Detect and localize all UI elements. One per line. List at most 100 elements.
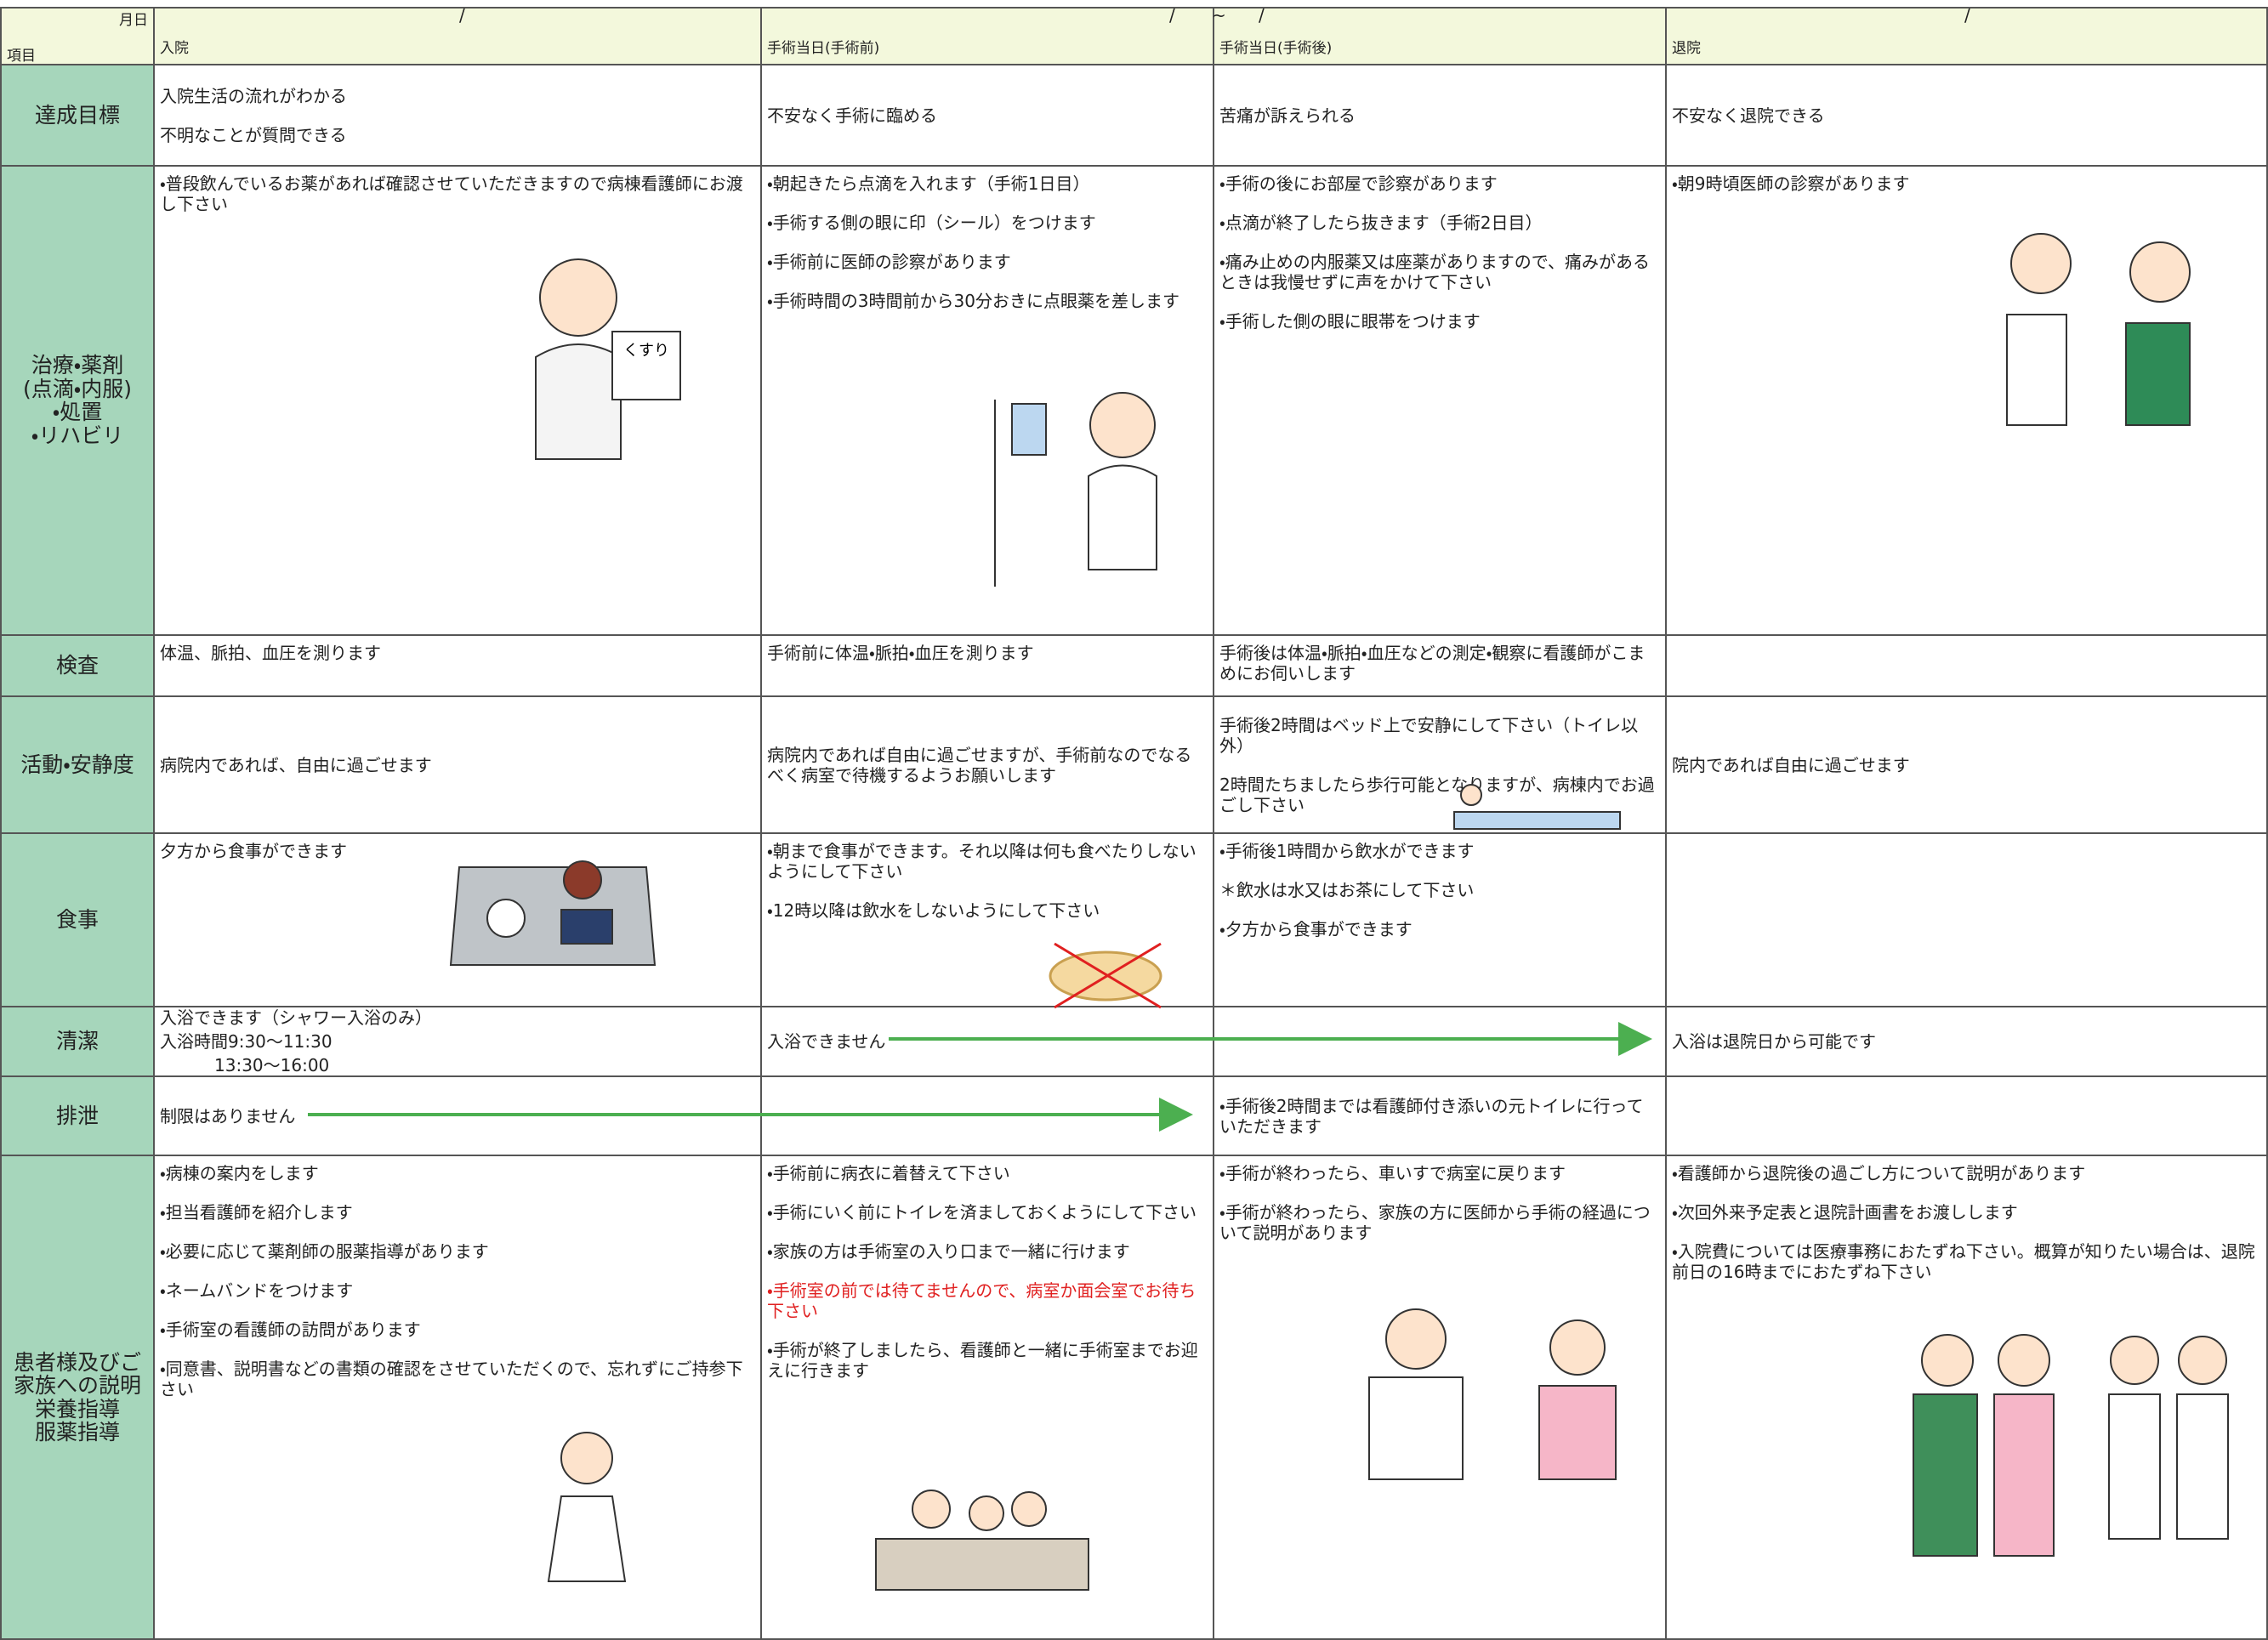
cell-text: 院内であれば自由に過ごせます [1672, 754, 1910, 775]
cell: 夕方から食事ができます [155, 834, 762, 1007]
row-label: 活動・安静度 [0, 697, 155, 834]
cell [762, 1077, 1214, 1156]
cell [1667, 636, 2268, 697]
cell-text: ・手術後1時間から飲水ができます [1219, 841, 1475, 861]
cell-text: 入院生活の流れがわかる [160, 85, 347, 106]
cell: ・手術後1時間から飲水ができます ＊飲水は水又はお茶にして下さい ・夕方から食事がで… [1214, 834, 1667, 1007]
cell-text: ・手術が終了しましたら、看護師と一緒に手術室までお迎えに行きます [767, 1340, 1198, 1381]
cell-text: ・手術室の看護師の訪問があります [160, 1319, 421, 1340]
cell-text: ・手術室の前では待てませんので、病室か面会室でお待ち下さい [767, 1280, 1197, 1321]
cell [1667, 834, 2268, 1007]
cell-text: 手術後は体温・脈拍・血圧などの測定・観察に看護師がこまめにお伺いします [1219, 643, 1646, 684]
column-header: 手術当日(手術前) [762, 7, 1214, 65]
row-label-line: 達成目標 [34, 102, 120, 128]
row-label: 清潔 [0, 1007, 155, 1077]
cell-text: ・必要に応じて薬剤師の服薬指導があります [160, 1241, 489, 1262]
cell: 入浴できません [762, 1007, 1214, 1077]
row-label-line: 服薬指導 [34, 1420, 120, 1444]
cell-text: 苦痛が訴えられる [1219, 105, 1356, 126]
cell-text: 2時間たちましたら歩行可能となりますが、病棟内でお過ごし下さい [1219, 774, 1655, 815]
cell: 制限はありません [155, 1077, 762, 1156]
cell-text: 体温、脈拍、血圧を測ります [160, 643, 381, 663]
cell-text: ・担当看護師を紹介します [160, 1202, 353, 1223]
cell-text: 手術後2時間はベッド上で安静にして下さい（トイレ以外） [1219, 714, 1639, 756]
cell-text: ・朝起きたら点滴を入れます（手術1日目） [767, 173, 1090, 194]
cell-text: ・入院費については医療事務におたずね下さい。概算が知りたい場合は、退院前日の16… [1672, 1241, 2255, 1282]
row-label: 検査 [0, 636, 155, 697]
cell: 入浴は退院日から可能です [1667, 1007, 2268, 1077]
cell-text: ・朝まで食事ができます。それ以降は何も食べたりしないようにして下さい [767, 841, 1197, 882]
cell-text: ・手術時間の3時間前から30分おきに点眼薬を差します [767, 291, 1179, 311]
cell-text: ＊飲水は水又はお茶にして下さい [1219, 880, 1475, 900]
cell: 院内であれば自由に過ごせます [1667, 697, 2268, 834]
row-label-line: 治療・薬剤 [31, 353, 124, 377]
cell-text: ・手術が終わったら、車いすで病室に戻ります [1219, 1163, 1566, 1183]
cell: ・普段飲んでいるお薬があれば確認させていただきますので病棟看護師にお渡し下さい [155, 167, 762, 636]
column-header: 手術当日(手術後) [1214, 7, 1667, 65]
column-header: 退院 [1667, 7, 2268, 65]
cell: 不安なく退院できる [1667, 65, 2268, 167]
cell: 手術後2時間はベッド上で安静にして下さい（トイレ以外） 2時間たちましたら歩行可能… [1214, 697, 1667, 834]
date-mark: / [1259, 5, 1265, 26]
cell-text: 手術前に体温・脈拍・血圧を測ります [767, 643, 1034, 663]
cell-text: 夕方から食事ができます [160, 841, 347, 861]
cell-text: ・ネームバンドをつけます [160, 1280, 354, 1301]
cell: 入浴できます（シャワー入浴のみ） 入浴時間9:30～11:30 13:30～16:0… [155, 1007, 762, 1077]
cell-text: 病院内であれば自由に過ごせますが、手術前なのでなるべく病室で待機するようお願いし… [767, 744, 1192, 786]
row-label-line: 家族への説明 [13, 1373, 141, 1398]
column-title: 手術当日(手術前) [767, 39, 880, 57]
cell: ・手術が終わったら、車いすで病室に戻ります・手術が終わったら、家族の方に医師から… [1214, 1156, 1667, 1640]
row-label: 排泄 [0, 1077, 155, 1156]
cell-text: 入浴できます（シャワー入浴のみ） [160, 1007, 432, 1028]
cell-text: ・朝9時頃医師の診察があります [1672, 173, 1910, 194]
cell-text: ・看護師から退院後の過ごし方について説明があります [1672, 1163, 2086, 1183]
row-label-line: (点滴・内服) [22, 376, 132, 401]
row-label-line: 活動・安静度 [20, 752, 134, 777]
cell-text: ・普段飲んでいるお薬があれば確認させていただきますので病棟看護師にお渡し下さい [160, 173, 743, 214]
date-mark: ~ [1212, 5, 1226, 26]
row-label: 達成目標 [0, 65, 155, 167]
column-title: 入院 [160, 39, 189, 57]
cell: ・朝起きたら点滴を入れます（手術1日目） ・手術する側の眼に印（シール）をつけます… [762, 167, 1214, 636]
cell-text: 不安なく退院できる [1672, 105, 1825, 126]
cell-text: ・夕方から食事ができます [1219, 919, 1413, 939]
cell-text: 入浴は退院日から可能です [1672, 1031, 1876, 1052]
cell-text: ・手術が終わったら、家族の方に医師から手術の経過について説明があります [1219, 1202, 1651, 1243]
row-label-line: 検査 [55, 653, 99, 678]
date-mark: / [1964, 5, 1970, 26]
cell: ・朝9時頃医師の診察があります [1667, 167, 2268, 636]
row-label-line: 栄養指導 [34, 1396, 120, 1422]
cell-text: ・手術前に医師の診察があります [767, 252, 1011, 272]
cell: 病院内であれば自由に過ごせますが、手術前なのでなるべく病室で待機するようお願いし… [762, 697, 1214, 834]
cell-text: 入浴時間9:30～11:30 [160, 1031, 333, 1052]
cell [1667, 1077, 2268, 1156]
header-corner: 月日 項目 [0, 7, 155, 65]
cell-text: 制限はありません [160, 1105, 296, 1126]
cell: ・手術の後にお部屋で診察があります ・点滴が終了したら抜きます（手術2日目） ・痛み… [1214, 167, 1667, 636]
cell-text: ・痛み止めの内服薬又は座薬がありますので、痛みがあるときは我慢せずに声をかけて下… [1219, 252, 1650, 292]
cell: ・手術後2時間までは看護師付き添いの元トイレに行っていただきます [1214, 1077, 1667, 1156]
cell-text: 13:30～16:00 [214, 1055, 330, 1075]
cell-text: ・家族の方は手術室の入り口まで一緒に行けます [767, 1241, 1130, 1262]
cell: 病院内であれば、自由に過ごせます [155, 697, 762, 834]
row-label-line: 患者様及びご [13, 1349, 141, 1375]
column-title: 退院 [1672, 39, 1701, 57]
item-label: 項目 [7, 48, 36, 65]
row-label-line: 食事 [55, 907, 99, 933]
row-label: 患者様及びご 家族への説明 栄養指導 服薬指導 [0, 1156, 155, 1640]
column-title: 手術当日(手術後) [1219, 39, 1333, 57]
cell-text: ・手術する側の眼に印（シール）をつけます [767, 213, 1096, 233]
cell-text: ・手術にいく前にトイレを済ましておくようにして下さい [767, 1202, 1197, 1223]
row-label-line: 清潔 [55, 1029, 99, 1054]
row-label-line: ・リハビリ [31, 423, 124, 448]
cell-text: ・同意書、説明書などの書類の確認をさせていただくので、忘れずにご持参下さい [160, 1359, 743, 1399]
cell-text: ・点滴が終了したら抜きます（手術2日目） [1219, 213, 1543, 233]
cell: 体温、脈拍、血圧を測ります [155, 636, 762, 697]
cell: 手術後は体温・脈拍・血圧などの測定・観察に看護師がこまめにお伺いします [1214, 636, 1667, 697]
cell: 入院生活の流れがわかる 不明なことが質問できる [155, 65, 762, 167]
cell: 手術前に体温・脈拍・血圧を測ります [762, 636, 1214, 697]
cell: ・朝まで食事ができます。それ以降は何も食べたりしないようにして下さい ・12時以降… [762, 834, 1214, 1007]
cell [1214, 1007, 1667, 1077]
cell-text: ・手術後2時間までは看護師付き添いの元トイレに行っていただきます [1219, 1095, 1644, 1137]
